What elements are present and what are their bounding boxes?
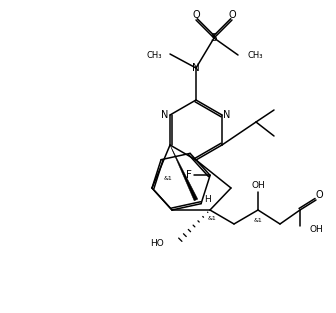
Text: O: O	[228, 10, 236, 20]
Text: OH: OH	[310, 224, 324, 233]
Text: O: O	[315, 190, 323, 200]
Text: &1: &1	[208, 215, 216, 220]
Text: N: N	[223, 110, 231, 120]
Text: H: H	[204, 196, 211, 204]
Polygon shape	[170, 145, 198, 201]
Text: CH₃: CH₃	[248, 52, 263, 60]
Text: CH₃: CH₃	[146, 50, 162, 59]
Text: S: S	[211, 33, 217, 43]
Text: F: F	[186, 170, 192, 180]
Text: &1: &1	[164, 176, 172, 181]
Text: &1: &1	[254, 218, 262, 223]
Text: O: O	[192, 10, 200, 20]
Text: OH: OH	[251, 181, 265, 189]
Text: N: N	[192, 63, 200, 73]
Text: N: N	[161, 110, 169, 120]
Text: HO: HO	[150, 239, 164, 249]
